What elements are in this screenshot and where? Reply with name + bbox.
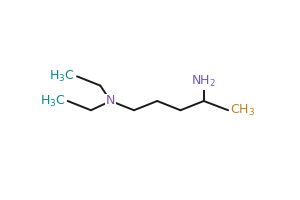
Text: CH$_3$: CH$_3$ — [230, 103, 256, 118]
Text: NH$_2$: NH$_2$ — [191, 73, 216, 89]
Text: H$_3$C: H$_3$C — [40, 93, 65, 109]
Text: N: N — [106, 95, 116, 108]
Text: H$_3$C: H$_3$C — [49, 69, 75, 84]
